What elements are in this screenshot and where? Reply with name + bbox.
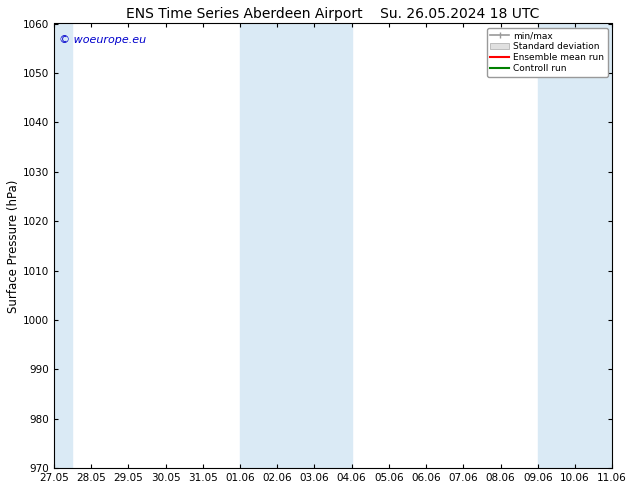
- Y-axis label: Surface Pressure (hPa): Surface Pressure (hPa): [7, 179, 20, 313]
- Title: ENS Time Series Aberdeen Airport    Su. 26.05.2024 18 UTC: ENS Time Series Aberdeen Airport Su. 26.…: [126, 7, 540, 21]
- Text: © woeurope.eu: © woeurope.eu: [60, 35, 146, 45]
- Bar: [538, 24, 612, 468]
- Bar: [240, 24, 352, 468]
- Legend: min/max, Standard deviation, Ensemble mean run, Controll run: min/max, Standard deviation, Ensemble me…: [487, 28, 607, 76]
- Bar: [54, 24, 72, 468]
